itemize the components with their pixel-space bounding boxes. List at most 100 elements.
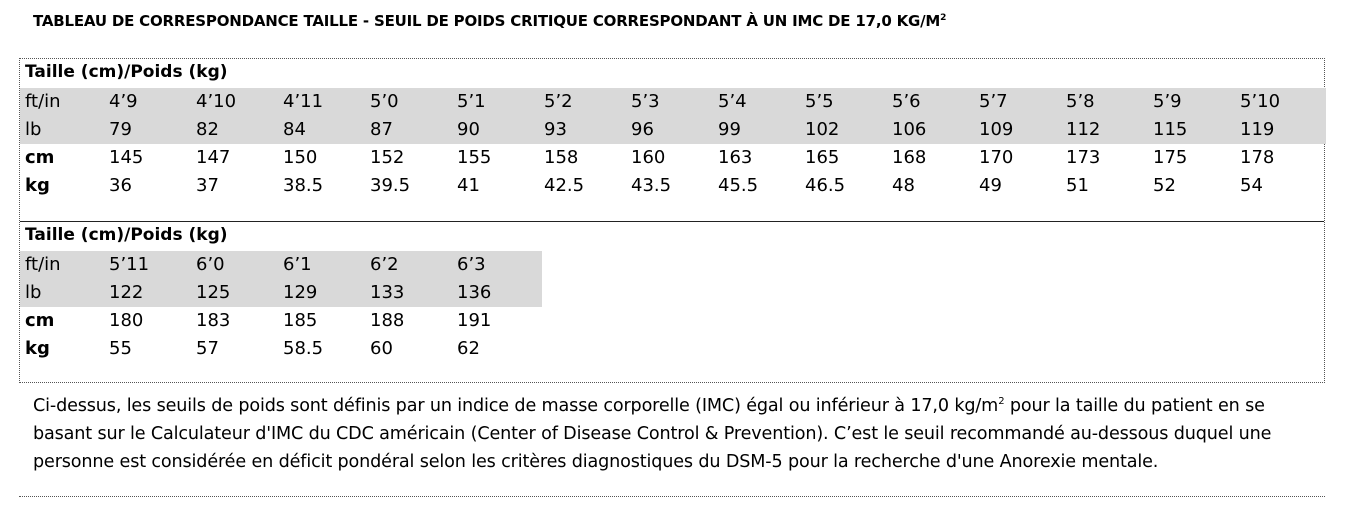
table-cell: 168 [892,147,927,168]
table-cell: 90 [457,119,480,140]
table-cell: 6’3 [457,254,486,275]
table-cell: 129 [283,282,318,303]
table-cell: 165 [805,147,840,168]
table-cell: 87 [370,119,393,140]
table-cell: 48 [892,175,915,196]
table-cell: 5’9 [1153,91,1182,112]
table-cell: 136 [457,282,492,303]
table-cell: 188 [370,310,405,331]
table-2-row-cm: cm 180 183 185 188 191 [20,307,542,335]
table-cell: 45.5 [718,175,759,196]
table-cell: 5’10 [1240,91,1281,112]
table-cell: 4’11 [283,91,324,112]
table-cell: 112 [1066,119,1101,140]
table-2-row-lb: lb 122 125 129 133 136 [20,279,542,307]
table-cell: 5’11 [109,254,150,275]
bottom-divider [19,496,1325,497]
table-cell: 145 [109,147,144,168]
table-section-2: Taille (cm)/Poids (kg) ft/in 5’11 6’0 6’1 6’… [20,222,1324,382]
footnote-text-after: pour la taille du patient en se basant s… [33,395,1272,472]
table-cell: 173 [1066,147,1101,168]
table-cell: 51 [1066,175,1089,196]
correspondence-table: Taille (cm)/Poids (kg) ft/in 4’9 4’10 4’11 5… [19,58,1326,383]
table-cell: 55 [109,338,132,359]
table-section-1: Taille (cm)/Poids (kg) ft/in 4’9 4’10 4’11 5… [20,59,1326,222]
table-cell: 175 [1153,147,1188,168]
table-cell: 178 [1240,147,1275,168]
table-cell: 57 [196,338,219,359]
table-cell: 99 [718,119,741,140]
title-superscript: 2 [940,13,947,23]
table-cell: 6’0 [196,254,225,275]
table-cell: 39.5 [370,175,411,196]
footnote-paragraph: Ci-dessus, les seuils de poids sont défi… [33,388,1323,476]
table-1-row-cm: cm 145 147 150 152 155 158 160 163 165 168 170 173 17… [20,144,1326,172]
table-cell: 5’2 [544,91,573,112]
table-cell: 163 [718,147,753,168]
table-cell: 93 [544,119,567,140]
table-cell: 150 [283,147,318,168]
table-cell: 133 [370,282,405,303]
table-2-header: Taille (cm)/Poids (kg) [25,225,228,245]
table-cell: 5’1 [457,91,486,112]
row-label: cm [25,310,55,331]
table-cell: 115 [1153,119,1188,140]
table-1-header: Taille (cm)/Poids (kg) [25,62,228,82]
table-cell: 5’8 [1066,91,1095,112]
table-cell: 5’0 [370,91,399,112]
table-cell: 38.5 [283,175,324,196]
table-cell: 43.5 [631,175,672,196]
table-cell: 82 [196,119,219,140]
table-cell: 5’3 [631,91,660,112]
footnote-superscript: 2 [998,396,1005,407]
table-cell: 191 [457,310,492,331]
table-cell: 46.5 [805,175,846,196]
table-1-row-ftin: ft/in 4’9 4’10 4’11 5’0 5’1 5’2 5’3 5’4 5’5 5’6 5’7… [20,88,1326,116]
table-cell: 106 [892,119,927,140]
table-2-row-kg: kg 55 57 58.5 60 62 [20,335,542,363]
table-cell: 109 [979,119,1014,140]
table-cell: 58.5 [283,338,324,359]
table-cell: 5’7 [979,91,1008,112]
table-cell: 160 [631,147,666,168]
table-cell: 84 [283,119,306,140]
table-cell: 37 [196,175,219,196]
row-label: kg [25,175,50,196]
table-cell: 5’5 [805,91,834,112]
row-label: cm [25,147,55,168]
table-cell: 60 [370,338,393,359]
table-2-row-ftin: ft/in 5’11 6’0 6’1 6’2 6’3 [20,251,542,279]
table-cell: 54 [1240,175,1263,196]
footnote-text-before: Ci-dessus, les seuils de poids sont défi… [33,395,999,416]
table-cell: 158 [544,147,579,168]
table-cell: 170 [979,147,1014,168]
table-cell: 6’2 [370,254,399,275]
table-cell: 52 [1153,175,1176,196]
row-label: lb [25,119,42,140]
table-cell: 96 [631,119,654,140]
table-cell: 102 [805,119,840,140]
row-label: kg [25,338,50,359]
table-cell: 119 [1240,119,1275,140]
page-title: TABLEAU DE CORRESPONDANCE TAILLE - SEUIL… [33,12,946,30]
table-cell: 5’6 [892,91,921,112]
table-cell: 147 [196,147,231,168]
table-1-row-lb: lb 79 82 84 87 90 93 96 99 102 106 109 112 115 119 [20,116,1326,144]
table-cell: 4’10 [196,91,237,112]
table-cell: 122 [109,282,144,303]
table-1-row-kg: kg 36 37 38.5 39.5 41 42.5 43.5 45.5 46.5 48 49 51 52… [20,172,1326,200]
table-cell: 5’4 [718,91,747,112]
title-text: TABLEAU DE CORRESPONDANCE TAILLE - SEUIL… [33,12,941,30]
table-cell: 155 [457,147,492,168]
table-cell: 125 [196,282,231,303]
table-cell: 36 [109,175,132,196]
row-label: ft/in [25,254,61,275]
table-cell: 152 [370,147,405,168]
table-cell: 185 [283,310,318,331]
table-cell: 62 [457,338,480,359]
row-label: lb [25,282,42,303]
row-label: ft/in [25,91,61,112]
table-cell: 49 [979,175,1002,196]
table-cell: 180 [109,310,144,331]
table-cell: 79 [109,119,132,140]
